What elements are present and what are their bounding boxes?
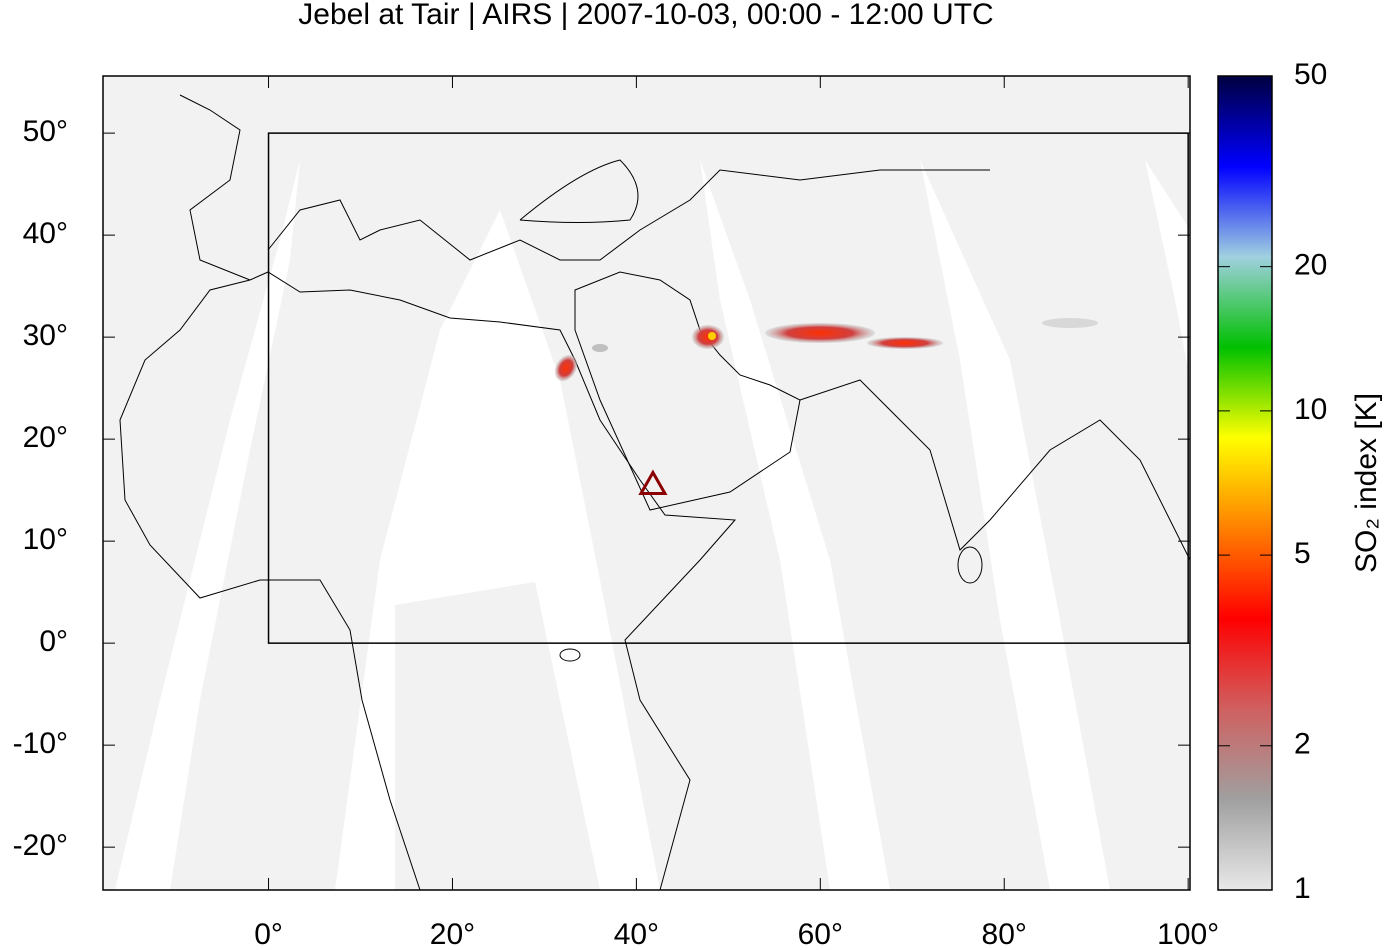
- y-tick-label: 50°: [23, 115, 68, 148]
- colorbar-tick-label: 5: [1294, 537, 1311, 570]
- colorbar-tick-label: 20: [1294, 249, 1327, 282]
- map: [103, 76, 1190, 890]
- swath-gaps: [115, 160, 1190, 890]
- colorbar: [1217, 75, 1273, 891]
- colorbar-tick-label: 2: [1294, 728, 1311, 761]
- plot-frame: [102, 75, 1191, 891]
- colorbar-tick-label: 10: [1294, 393, 1327, 426]
- x-tick-label: 20°: [430, 918, 475, 950]
- y-tick-label: 0°: [39, 625, 68, 658]
- y-tick-label: 10°: [23, 523, 68, 556]
- x-tick-label: 80°: [982, 918, 1027, 950]
- region-box: [267, 132, 1189, 644]
- y-tick-label: -10°: [13, 727, 68, 760]
- volcano-marker: [638, 469, 668, 496]
- chart-title: Jebel at Tair | AIRS | 2007-10-03, 00:00…: [298, 0, 993, 31]
- x-tick-label: 40°: [614, 918, 659, 950]
- colorbar-tick-label: 1: [1294, 872, 1311, 905]
- colorbar-label: SO₂ index [K]: [1350, 393, 1383, 573]
- x-tick-label: 60°: [798, 918, 843, 950]
- y-tick-label: 20°: [23, 421, 68, 454]
- colorbar-tick-label: 50: [1294, 58, 1327, 91]
- y-tick-label: 30°: [23, 319, 68, 352]
- x-tick-label: 0°: [254, 918, 283, 950]
- y-tick-label: -20°: [13, 829, 68, 862]
- y-tick-label: 40°: [23, 217, 68, 250]
- coastlines: [119, 94, 1190, 890]
- so2-plumes: [554, 318, 1098, 382]
- x-tick-label: 100°: [1157, 918, 1219, 950]
